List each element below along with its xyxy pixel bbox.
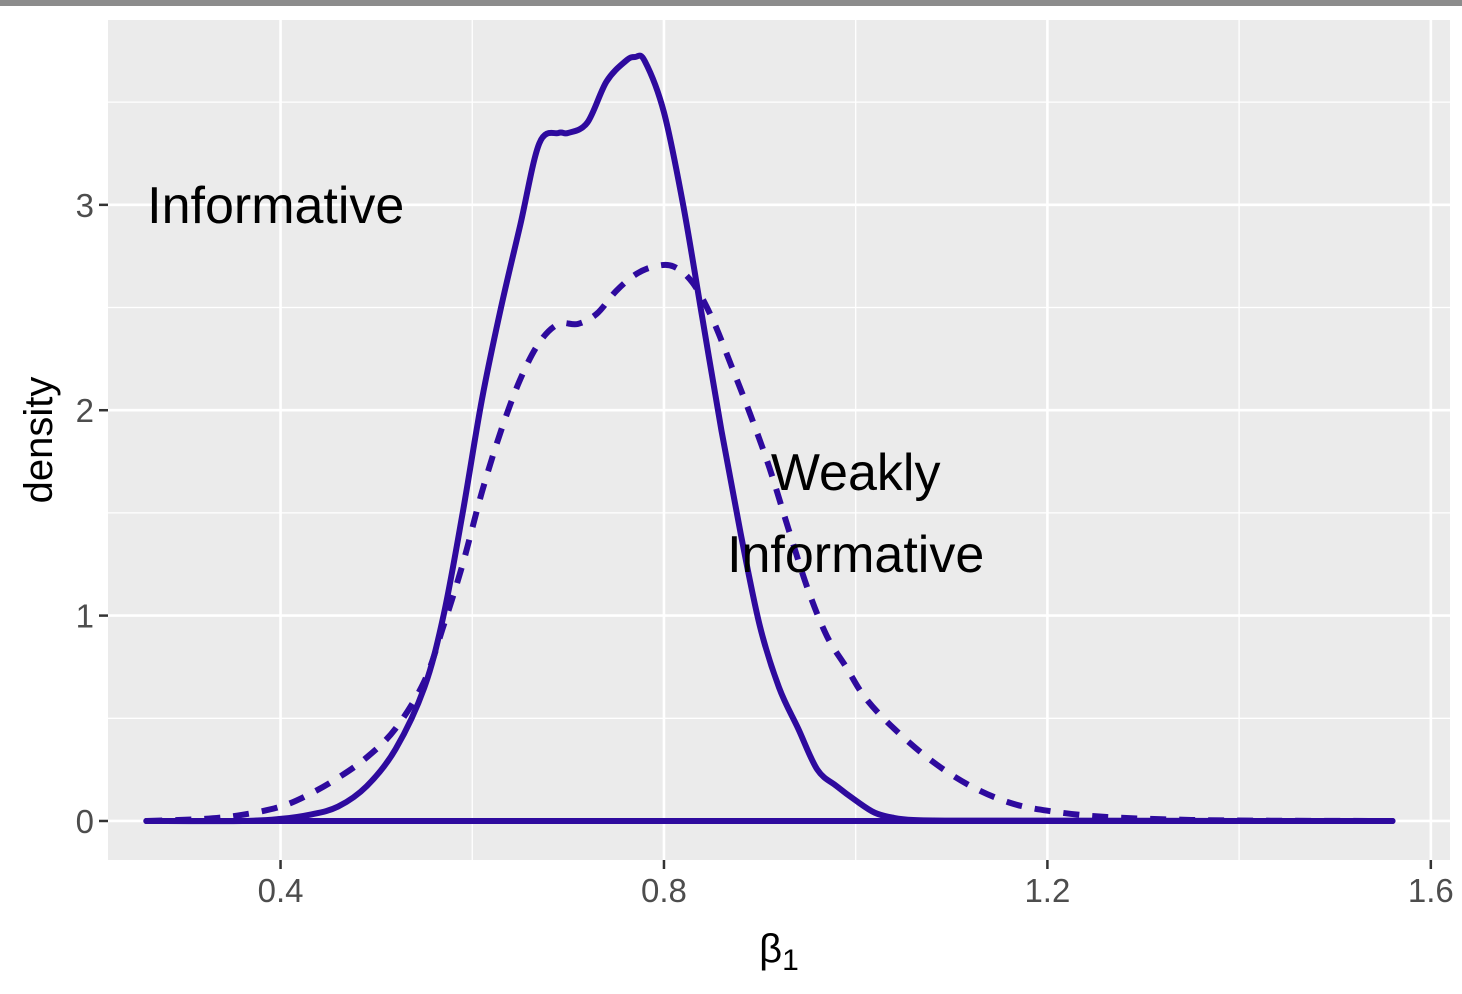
plot-panel — [108, 20, 1450, 860]
y-axis-ticks: 0 1 2 3 — [76, 187, 108, 840]
x-tick-label: 0.8 — [641, 872, 687, 909]
y-tick-label: 3 — [76, 187, 94, 224]
informative-density-line — [143, 52, 1396, 825]
annotation-label: Informative — [147, 177, 404, 235]
window-top-border — [0, 0, 1462, 6]
x-tick-label: 1.2 — [1024, 872, 1070, 909]
annotation-label: Weakly — [771, 444, 941, 502]
y-axis-title: density — [17, 377, 61, 504]
series-layer — [143, 52, 1396, 825]
x-axis-title: β1 — [759, 927, 799, 977]
major-gridlines — [108, 20, 1450, 860]
annotations: Informative Weakly Informative — [147, 177, 984, 584]
x-tick-label: 0.4 — [258, 872, 304, 909]
weakly-informative-density-line — [146, 261, 1393, 824]
y-tick-label: 1 — [76, 598, 94, 635]
x-axis-title-subscript: 1 — [782, 944, 799, 977]
minor-gridlines — [108, 20, 1450, 860]
x-axis-title-main: β — [759, 927, 782, 971]
y-tick-label: 2 — [76, 392, 94, 429]
x-tick-label: 1.6 — [1408, 872, 1454, 909]
x-axis-ticks: 0.4 0.8 1.2 1.6 — [258, 860, 1454, 909]
annotation-label: Informative — [727, 526, 984, 584]
y-tick-label: 0 — [76, 803, 94, 840]
